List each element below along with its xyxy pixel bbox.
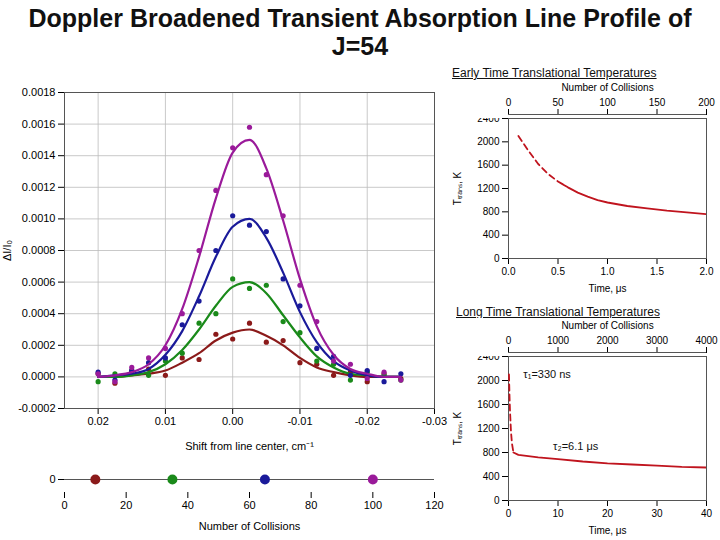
- svg-text:150: 150: [649, 97, 666, 108]
- svg-text:20: 20: [602, 508, 614, 519]
- svg-text:800: 800: [483, 447, 500, 458]
- svg-text:ΔI/I₀: ΔI/I₀: [1, 240, 13, 261]
- svg-text:0: 0: [506, 508, 512, 519]
- svg-text:0.0000: 0.0000: [22, 370, 56, 382]
- svg-text:1000: 1000: [547, 335, 570, 346]
- svg-text:-0.02: -0.02: [355, 415, 380, 427]
- svg-text:0.0010: 0.0010: [22, 212, 56, 224]
- svg-text:0.0: 0.0: [502, 266, 516, 277]
- svg-text:0: 0: [49, 473, 55, 485]
- svg-text:2.0: 2.0: [700, 266, 714, 277]
- svg-text:0.5: 0.5: [551, 266, 565, 277]
- svg-text:Number of Collisions: Number of Collisions: [561, 320, 653, 331]
- svg-text:1600: 1600: [477, 159, 500, 170]
- svg-text:-0.01: -0.01: [287, 415, 312, 427]
- svg-text:100: 100: [599, 97, 616, 108]
- svg-text:0: 0: [506, 97, 512, 108]
- svg-text:τ₂=6.1 μs: τ₂=6.1 μs: [553, 440, 599, 452]
- svg-text:0.0002: 0.0002: [22, 339, 56, 351]
- svg-text:Number of Collisions: Number of Collisions: [199, 520, 301, 532]
- svg-text:4000: 4000: [695, 335, 718, 346]
- svg-text:Number of Collisions: Number of Collisions: [561, 82, 653, 93]
- svg-text:Time, μs: Time, μs: [588, 525, 626, 536]
- svg-text:400: 400: [483, 229, 500, 240]
- svg-text:80: 80: [305, 499, 317, 511]
- svg-text:0.0018: 0.0018: [22, 86, 56, 98]
- svg-text:0.00: 0.00: [222, 415, 243, 427]
- svg-text:2400: 2400: [477, 356, 500, 362]
- svg-text:0.0014: 0.0014: [22, 149, 56, 161]
- svg-text:0: 0: [494, 253, 500, 264]
- svg-text:0.01: 0.01: [155, 415, 176, 427]
- svg-text:1.0: 1.0: [601, 266, 615, 277]
- svg-text:Shift from line center, cm⁻¹: Shift from line center, cm⁻¹: [185, 440, 314, 452]
- svg-text:0.0006: 0.0006: [22, 276, 56, 288]
- svg-text:0: 0: [61, 499, 67, 511]
- svg-text:Tₜᵣₐₙₛ, K: Tₜᵣₐₙₛ, K: [452, 171, 463, 205]
- svg-text:1.5: 1.5: [650, 266, 664, 277]
- svg-text:1200: 1200: [477, 423, 500, 434]
- svg-text:60: 60: [243, 499, 255, 511]
- svg-text:0.0008: 0.0008: [22, 244, 56, 256]
- svg-text:1200: 1200: [477, 183, 500, 194]
- svg-text:50: 50: [552, 97, 564, 108]
- svg-text:2000: 2000: [477, 375, 500, 386]
- svg-text:Tₜᵣₐₙₛ, K: Tₜᵣₐₙₛ, K: [452, 411, 463, 445]
- svg-text:0.0004: 0.0004: [22, 307, 56, 319]
- svg-text:0: 0: [494, 495, 500, 506]
- svg-text:2000: 2000: [596, 335, 619, 346]
- svg-text:10: 10: [552, 508, 564, 519]
- svg-text:2400: 2400: [477, 118, 500, 124]
- svg-text:200: 200: [698, 97, 715, 108]
- svg-text:τ₁=330 ns: τ₁=330 ns: [523, 368, 571, 380]
- svg-text:1600: 1600: [477, 399, 500, 410]
- svg-text:-0.03: -0.03: [422, 415, 447, 427]
- svg-text:0: 0: [506, 335, 512, 346]
- svg-text:-0.0002: -0.0002: [18, 402, 55, 414]
- svg-text:100: 100: [364, 499, 382, 511]
- html-text:Long Time Translational Temper: Long Time Translational Temperatures: [456, 305, 660, 319]
- svg-text:120: 120: [425, 499, 443, 511]
- svg-text:40: 40: [182, 499, 194, 511]
- svg-text:400: 400: [483, 471, 500, 482]
- html-text:Early Time Translational Tempe: Early Time Translational Temperatures: [452, 66, 657, 80]
- svg-text:30: 30: [651, 508, 663, 519]
- svg-text:0.0016: 0.0016: [22, 118, 56, 130]
- svg-text:Time, μs: Time, μs: [588, 283, 626, 294]
- svg-text:2000: 2000: [477, 136, 500, 147]
- svg-text:0.02: 0.02: [87, 415, 108, 427]
- svg-text:3000: 3000: [646, 335, 669, 346]
- svg-text:0.0012: 0.0012: [22, 181, 56, 193]
- svg-text:20: 20: [120, 499, 132, 511]
- html-text:Doppler Broadened Transient Ab: Doppler Broadened Transient Absorption L…: [28, 4, 692, 60]
- svg-text:800: 800: [483, 206, 500, 217]
- svg-text:40: 40: [701, 508, 713, 519]
